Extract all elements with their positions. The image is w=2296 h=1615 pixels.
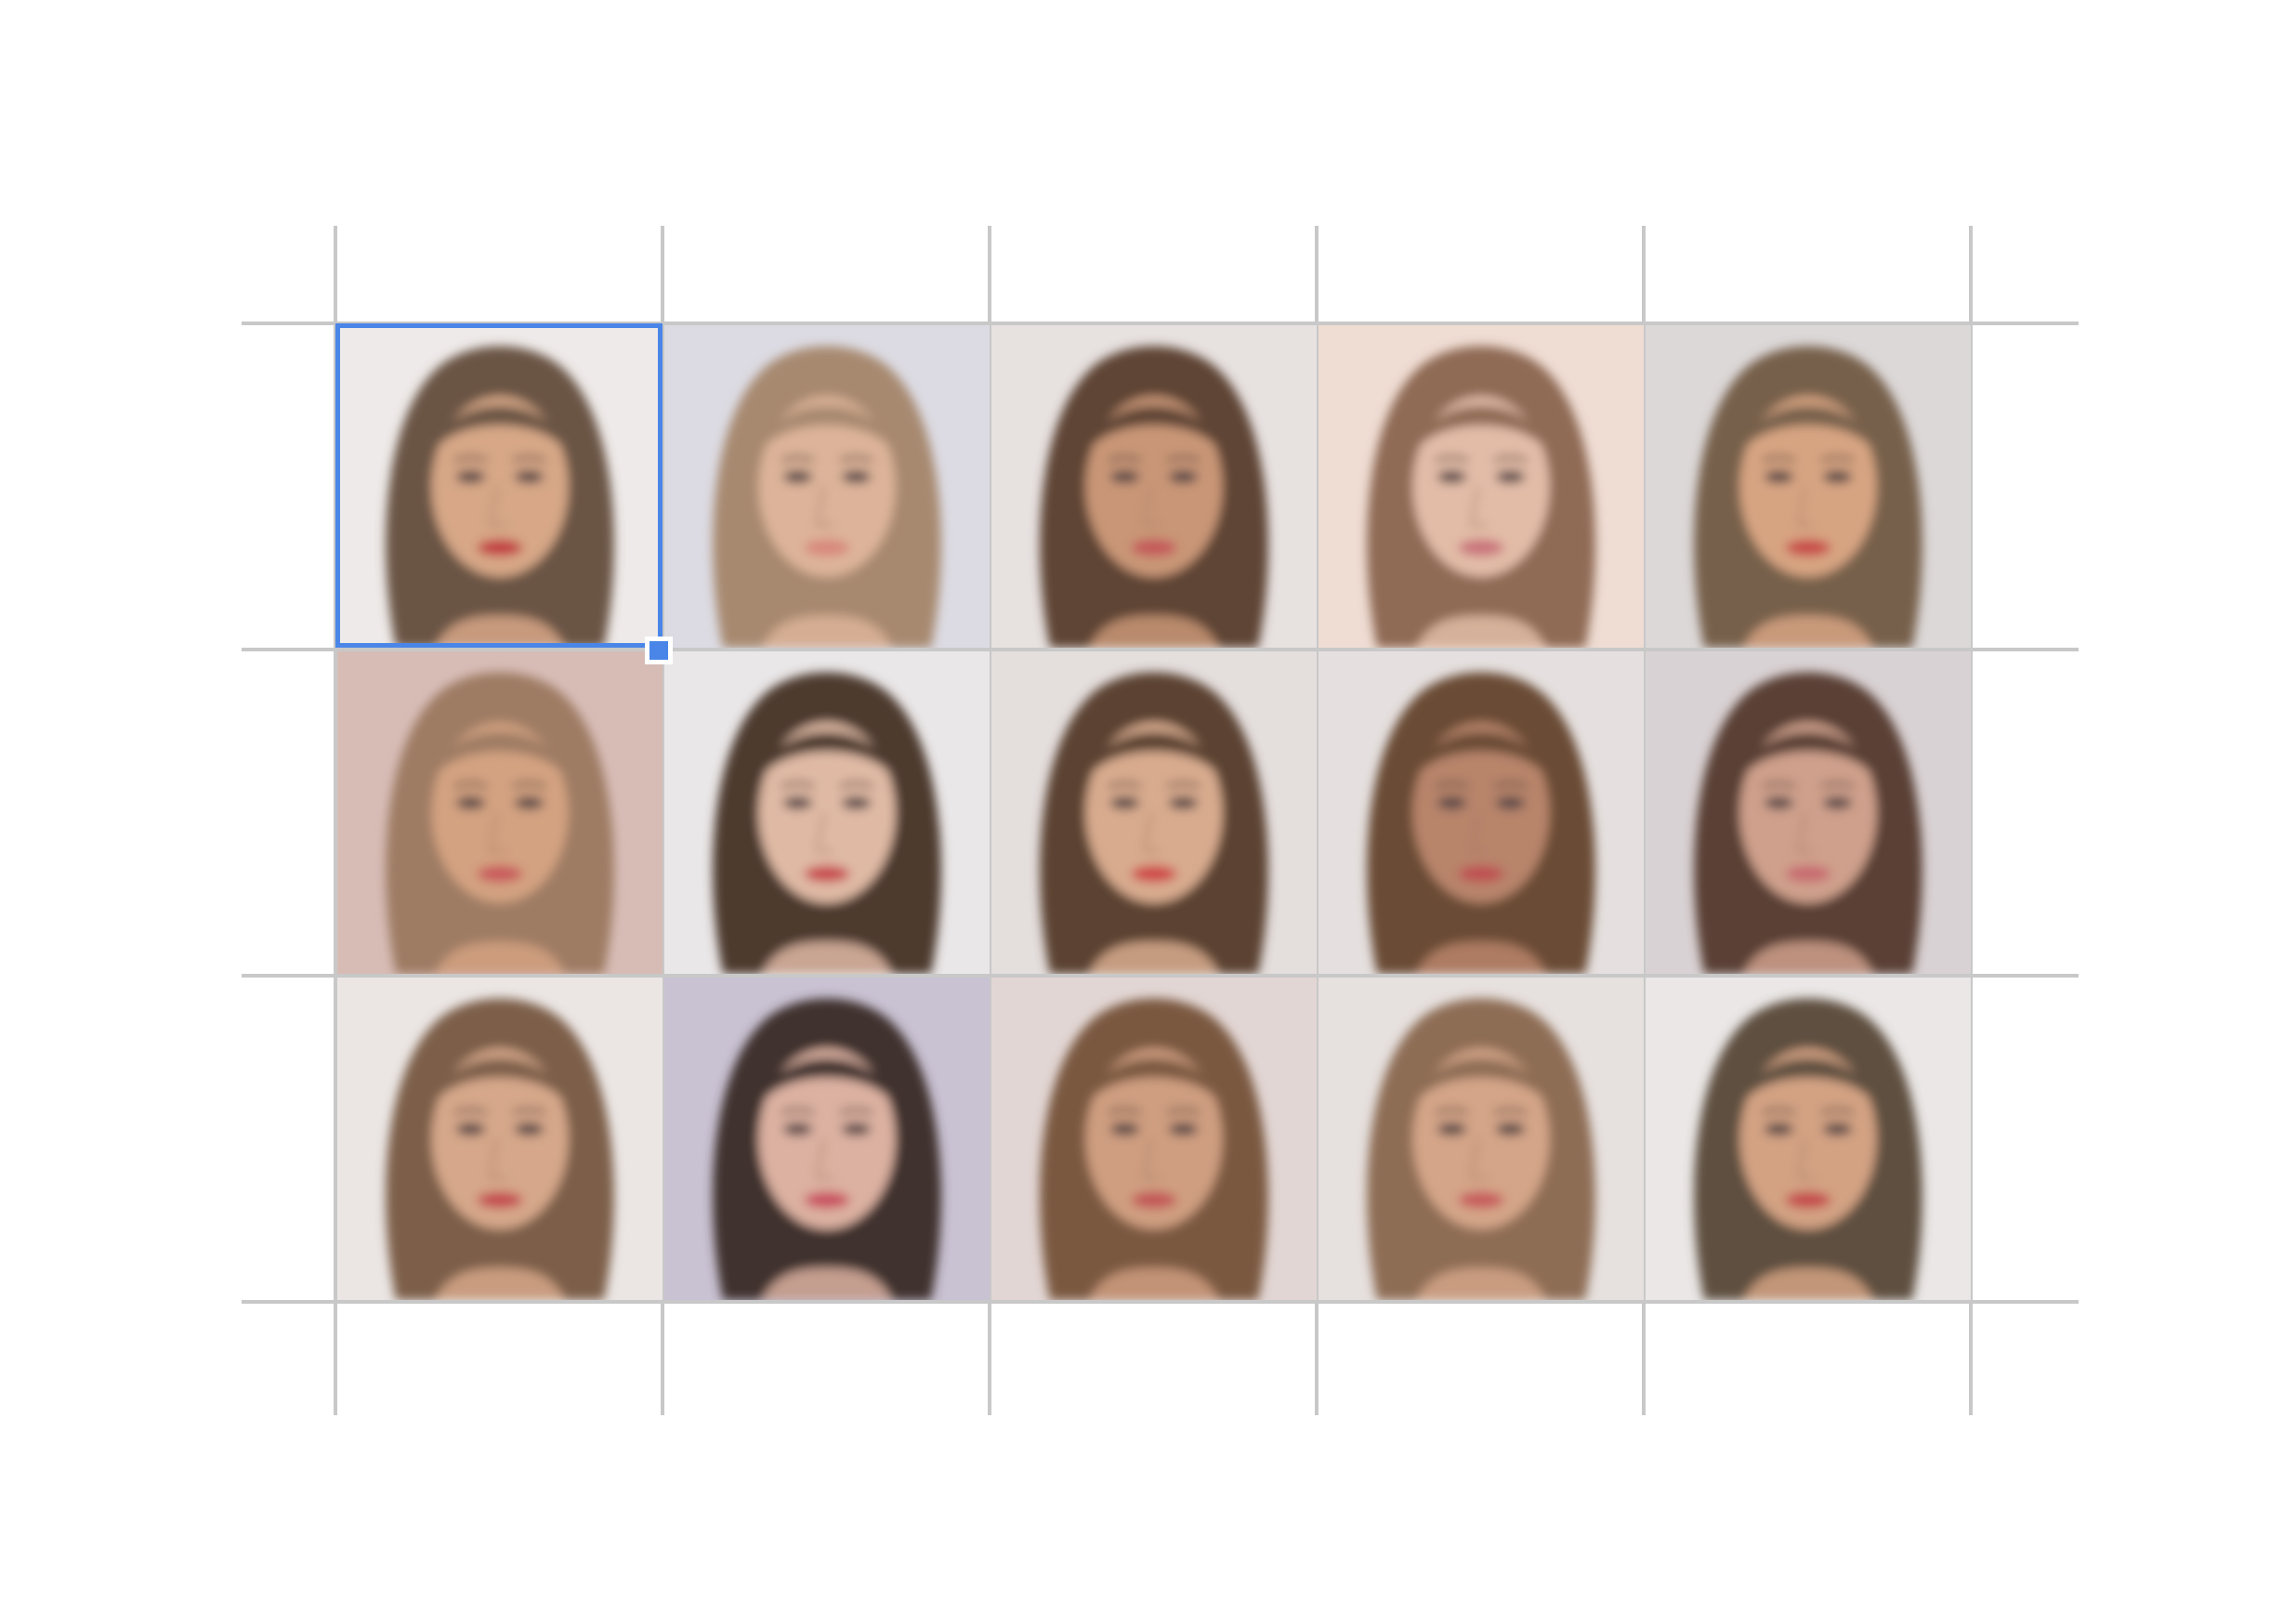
face-photo-icon [337,325,663,648]
image-cell[interactable] [1646,325,1971,648]
face-photo-icon [1646,325,1971,648]
fill-handle[interactable] [645,637,673,664]
image-cell[interactable] [1646,978,1971,1300]
image-cell[interactable] [1319,325,1644,648]
grid-line-horizontal [242,1300,2079,1304]
face-photo-icon [991,651,1317,974]
image-cell[interactable] [337,325,663,648]
face-photo-icon [1319,325,1644,648]
face-photo-icon [337,651,663,974]
grid-line-horizontal [242,322,2079,325]
face-photo-icon [664,978,990,1300]
grid-line-vertical [661,226,664,1415]
grid-line-vertical [988,226,991,1415]
image-cell[interactable] [991,651,1317,974]
image-cell[interactable] [991,978,1317,1300]
image-cell[interactable] [337,978,663,1300]
face-photo-icon [664,651,990,974]
face-photo-icon [1319,978,1644,1300]
face-photo-icon [991,978,1317,1300]
image-cell[interactable] [1319,651,1644,974]
face-photo-icon [991,325,1317,648]
grid-line-vertical [1315,226,1319,1415]
image-cell[interactable] [1646,651,1971,974]
image-cell[interactable] [1319,978,1644,1300]
image-cell[interactable] [991,325,1317,648]
grid-line-vertical [1969,226,1973,1415]
face-photo-icon [1646,651,1971,974]
face-photo-icon [1646,978,1971,1300]
image-cell[interactable] [664,325,990,648]
image-cell[interactable] [664,978,990,1300]
face-photo-icon [1319,651,1644,974]
grid-line-vertical [334,226,337,1415]
face-photo-icon [664,325,990,648]
grid-line-horizontal [242,648,2079,651]
face-photo-icon [337,978,663,1300]
image-cell[interactable] [664,651,990,974]
image-cell[interactable] [337,651,663,974]
grid-line-vertical [1642,226,1646,1415]
grid-line-horizontal [242,974,2079,978]
